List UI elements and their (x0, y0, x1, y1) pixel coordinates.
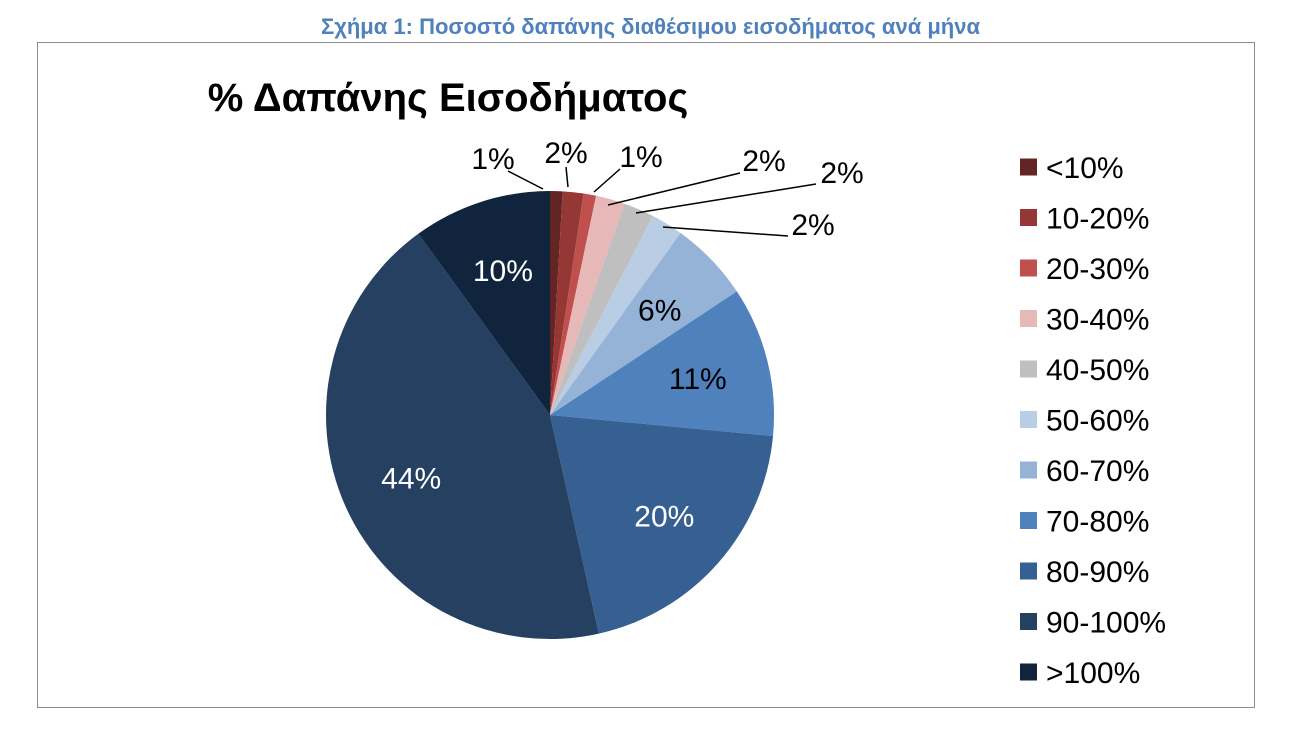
chart-title: % Δαπάνης Εισοδήματος (208, 76, 689, 120)
leader-line (662, 226, 789, 237)
legend-swatch (1020, 209, 1037, 226)
legend-label: 90-100% (1046, 607, 1166, 640)
data-label: 1% (471, 143, 514, 176)
pie-slice (325, 233, 599, 640)
pie-slice (550, 191, 584, 415)
pie-slices (325, 191, 775, 640)
leader-line (635, 183, 817, 214)
data-label: 11% (669, 363, 727, 396)
pie-slice (550, 415, 774, 634)
leader-line (507, 170, 544, 190)
legend-label: 30-40% (1046, 304, 1149, 337)
data-label: 2% (820, 157, 863, 190)
legend-label: 60-70% (1046, 455, 1149, 488)
legend-label: >100% (1046, 657, 1140, 690)
legend-swatch (1020, 512, 1037, 529)
leader-line (565, 166, 569, 188)
data-label: 44% (381, 463, 441, 496)
pie-slice (550, 291, 775, 437)
pie-chart: % Δαπάνης Εισοδήματος 1% 2% 1% 2% 2%2%6%11%2… (208, 76, 1166, 690)
legend-swatch (1020, 158, 1037, 176)
legend-swatch (1020, 310, 1037, 327)
pie-slice (418, 191, 550, 415)
legend-swatch (1020, 461, 1037, 479)
data-label: 2% (791, 209, 834, 242)
legend-label: 10-20% (1046, 203, 1149, 236)
legend-swatch (1020, 663, 1037, 681)
figure-caption: Σχήμα 1: Ποσοστό δαπάνης διαθέσιμου εισο… (321, 14, 980, 39)
legend-label: <10% (1046, 152, 1124, 185)
legend: <10% 10-20% 20-30% 30-40% 40-50% 50-60% 60-70%… (1020, 152, 1166, 690)
pie-slice (550, 216, 681, 415)
pie-slice (550, 191, 563, 415)
data-label: 20% (634, 501, 694, 534)
pie-slice (550, 203, 653, 415)
pie-slice (550, 195, 625, 415)
legend-swatch (1020, 613, 1037, 630)
legend-swatch (1020, 259, 1037, 277)
data-label: 2% (544, 137, 587, 170)
pie-slice (550, 193, 597, 415)
data-label: 10% (473, 255, 533, 288)
data-label: 1% (619, 141, 662, 174)
legend-label: 80-90% (1046, 556, 1149, 589)
legend-label: 70-80% (1046, 506, 1149, 539)
leader-line (593, 168, 621, 193)
pie-slice (550, 232, 737, 415)
legend-label: 50-60% (1046, 405, 1149, 438)
legend-swatch (1020, 360, 1037, 378)
legend-swatch (1020, 562, 1037, 580)
legend-label: 20-30% (1046, 253, 1149, 286)
data-label: 2% (742, 145, 785, 178)
leader-line (607, 172, 741, 206)
legend-label: 40-50% (1046, 354, 1149, 387)
data-label: 6% (638, 294, 681, 327)
leader-lines (507, 166, 817, 237)
legend-swatch (1020, 411, 1037, 428)
data-labels: 1% 2% 1% 2% 2%2%6%11%20%44%10% (381, 137, 864, 534)
chart-frame: % Δαπάνης Εισοδήματος 1% 2% 1% 2% 2% 2% 6% 11% 2… (37, 42, 1255, 708)
